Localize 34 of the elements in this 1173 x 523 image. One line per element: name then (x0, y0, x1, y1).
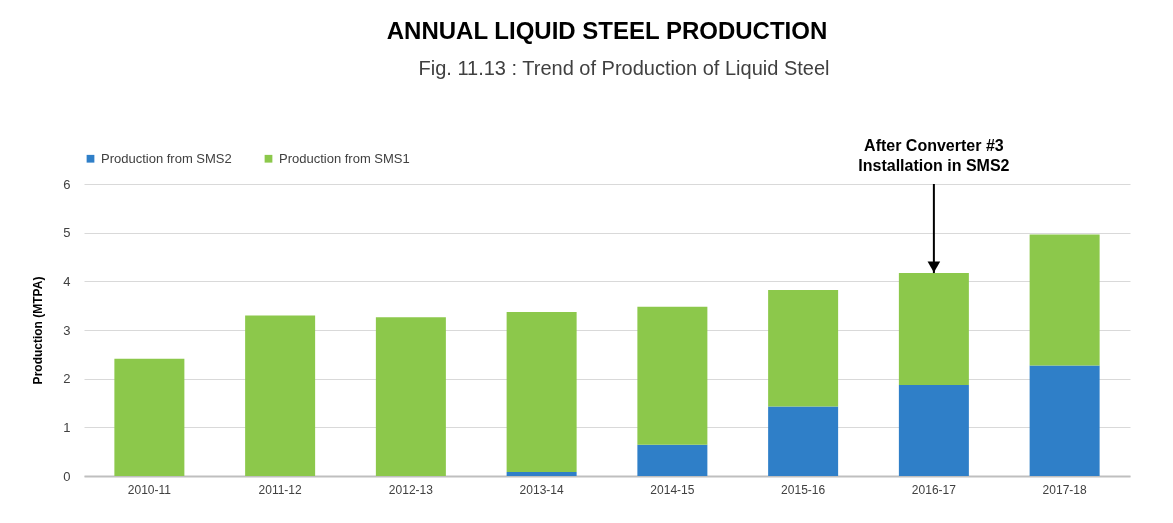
bar (506, 311, 577, 473)
bar (768, 290, 839, 407)
y-tick-label: 0 (63, 468, 71, 484)
bar (506, 472, 577, 476)
chart-title: ANNUAL LIQUID STEEL PRODUCTION (386, 17, 828, 44)
x-tick-label: 2014-15 (650, 482, 695, 497)
caption: Fig. 11.13 : Trend of Production of Liquid Steel (418, 57, 830, 79)
y-axis-title: Production (MTPA) (31, 276, 46, 385)
y-tick-label: 4 (63, 273, 71, 289)
y-tick-label: 5 (63, 225, 71, 241)
x-tick-label: 2015-16 (781, 482, 826, 497)
bar (637, 306, 708, 445)
y-tick-label: 2 (63, 371, 71, 387)
bar (898, 384, 969, 476)
x-tick-label: 2017-18 (1042, 482, 1087, 497)
bar (898, 273, 969, 385)
y-tick-label: 3 (63, 322, 71, 338)
bar (114, 358, 185, 476)
bar (375, 317, 446, 476)
bar (1029, 365, 1100, 476)
bar (245, 315, 316, 476)
x-tick-label: 2012-13 (388, 482, 434, 497)
bar (637, 444, 708, 476)
y-tick-label: 1 (63, 419, 71, 435)
x-tick-label: 2011-12 (258, 482, 303, 497)
y-tick-label: 6 (63, 176, 71, 192)
annotation: After Converter #3 Installation in SMS2 (858, 137, 1010, 174)
bar (1029, 234, 1100, 366)
legend-label: Production from SMS2 (101, 150, 232, 166)
bar (768, 406, 839, 476)
x-tick-label: 2010-11 (127, 482, 172, 497)
legend-label: Production from SMS1 (279, 150, 410, 166)
x-tick-label: 2013-14 (519, 482, 564, 497)
x-tick-label: 2016-17 (911, 482, 957, 497)
